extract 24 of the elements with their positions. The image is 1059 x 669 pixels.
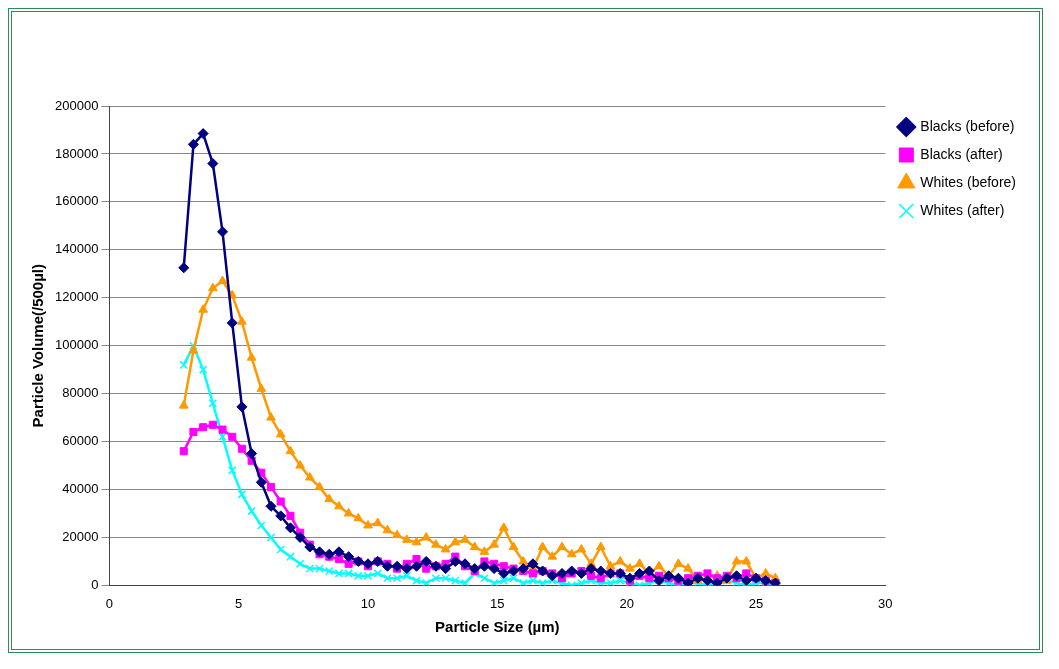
legend-label: Whites (before) bbox=[920, 173, 1017, 190]
y-axis-title: Particle Volume(/500µl) bbox=[29, 263, 47, 428]
legend-label: Blacks (before) bbox=[920, 117, 1015, 134]
x-tick-label: 5 bbox=[235, 595, 243, 611]
x-tick-label: 10 bbox=[360, 595, 376, 611]
y-tick-label: 60000 bbox=[62, 433, 99, 449]
y-tick-label: 80000 bbox=[62, 385, 99, 401]
x-tick-label: 30 bbox=[878, 595, 893, 611]
x-tick-label: 25 bbox=[748, 595, 764, 611]
x-tick-label: 0 bbox=[105, 595, 113, 611]
legend-label: Whites (after) bbox=[920, 201, 1005, 218]
y-tick-label: 0 bbox=[91, 576, 99, 592]
y-tick-label: 20000 bbox=[62, 529, 99, 545]
y-tick-label: 200000 bbox=[54, 97, 99, 113]
y-tick-label: 160000 bbox=[54, 193, 99, 209]
y-tick-label: 180000 bbox=[54, 145, 99, 161]
x-axis-title: Particle Size (µm) bbox=[435, 618, 560, 636]
x-tick-label: 15 bbox=[490, 595, 505, 611]
y-tick-label: 140000 bbox=[54, 241, 99, 257]
x-tick-label: 20 bbox=[619, 595, 634, 611]
y-tick-label: 100000 bbox=[54, 337, 99, 353]
y-tick-label: 120000 bbox=[54, 289, 99, 305]
legend-label: Blacks (after) bbox=[920, 145, 1003, 162]
y-tick-label: 40000 bbox=[62, 481, 99, 497]
